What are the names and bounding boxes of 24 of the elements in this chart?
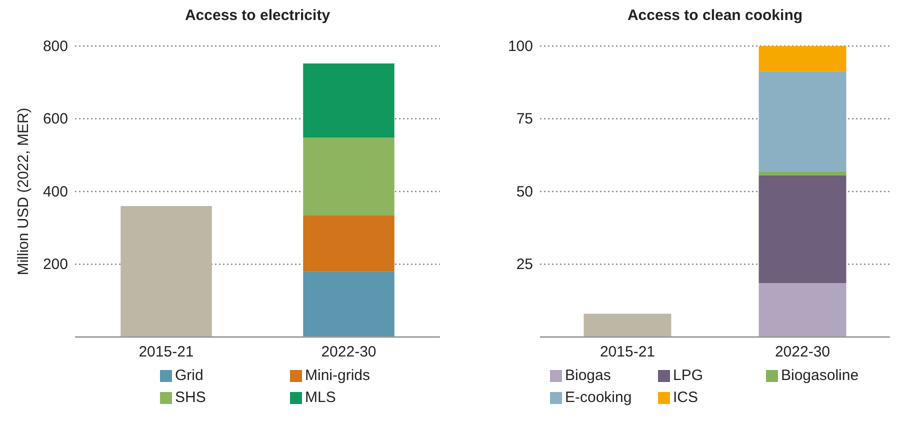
x-tick-label: 2022-30 [321, 344, 376, 360]
y-tick-label: 600 [42, 110, 68, 128]
x-tick-label: 2022-30 [774, 344, 830, 360]
legend-label: ICS [673, 389, 698, 406]
y-tick-label: 50 [516, 183, 533, 200]
legend-label: LPG [673, 367, 704, 384]
legend-label: Biogasoline [781, 367, 859, 384]
legend-label: Biogas [565, 367, 611, 384]
y-tick-label: 800 [42, 38, 68, 55]
y-tick-label: 200 [42, 256, 68, 274]
legend-label: E-cooking [565, 389, 632, 406]
x-tick-label: 2015-21 [138, 344, 194, 360]
y-tick-label: 75 [516, 110, 533, 128]
x-tick-label: 2015-21 [600, 344, 656, 360]
chart-title: Access to electricity [184, 7, 331, 24]
chart-title: Access to clean cooking [627, 7, 803, 24]
y-tick-label: 100 [508, 38, 533, 55]
legend-label: MLS [305, 389, 336, 406]
legend-label: Grid [175, 367, 204, 384]
y-tick-label: 25 [516, 256, 533, 274]
y-axis-title: Million USD (2022, MER) [15, 108, 32, 276]
legend-label: SHS [175, 389, 206, 406]
y-tick-label: 400 [42, 183, 68, 200]
legend-label: Mini-grids [305, 367, 370, 384]
